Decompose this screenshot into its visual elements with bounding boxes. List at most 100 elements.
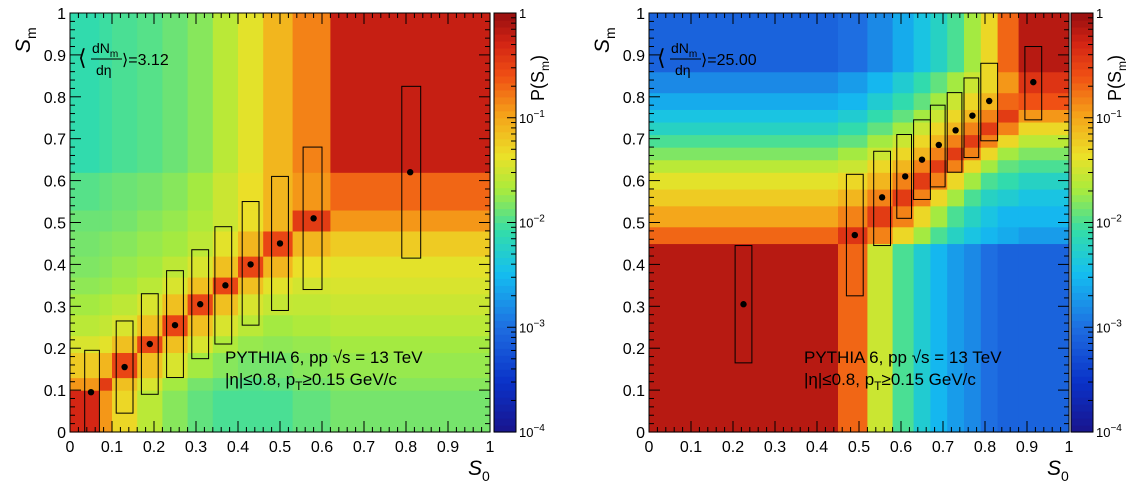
error-box — [896, 134, 912, 219]
x-tick-label: 0.7 — [353, 439, 375, 456]
color-bar-segment — [494, 229, 516, 238]
heatmap-cell — [99, 13, 113, 173]
y-axis-title-sub: m — [602, 27, 618, 39]
heatmap-cell — [947, 71, 965, 94]
multiplicity-numerator-sub: m — [110, 49, 118, 60]
color-bar-segment — [1071, 131, 1093, 140]
heatmap-cell — [649, 121, 839, 136]
panel-1: 0 0.1 0.2 0.3 0.4 0.5 0.6 0.7 0.8 0.9 1 0 0.1 0.2 0.3 0… — [12, 6, 552, 484]
heatmap-cell — [867, 71, 894, 94]
color-bar-segment — [1071, 180, 1093, 189]
x-tick-label: 0.2 — [143, 439, 165, 456]
heatmap-cell — [838, 92, 868, 110]
color-bar-segment — [1071, 75, 1093, 84]
heatmap-cell — [212, 390, 239, 433]
heatmap-cell — [212, 209, 239, 232]
heatmap-cell — [947, 188, 965, 207]
annotation-line-1: PYTHIA 6, pp √s = 13 TeV — [225, 348, 423, 367]
color-bar-segment — [494, 313, 516, 321]
color-bar-tick-exponent: −1 — [533, 109, 545, 120]
heatmap-cell — [964, 172, 982, 190]
heatmap-cell — [913, 172, 931, 190]
heatmap-cell — [649, 226, 839, 245]
color-bar-segment — [494, 341, 516, 349]
panel-2: 0 0.1 0.2 0.3 0.4 0.5 0.6 0.7 0.8 0.9 1 0 0.1 0.2 0.3 0… — [591, 6, 1129, 484]
color-bar-segment — [1071, 334, 1093, 342]
color-bar-segment — [494, 47, 516, 56]
heatmap-cell — [913, 147, 931, 161]
heatmap-cell — [1018, 226, 1070, 245]
heatmap-cell — [964, 147, 982, 161]
color-bar-title-sub: m — [1115, 61, 1129, 71]
color-bar-segment — [494, 159, 516, 168]
color-bar-segment — [1071, 201, 1093, 210]
annotation-line-2-sub: T — [295, 379, 303, 393]
heatmap-cell — [112, 276, 138, 295]
heatmap-cell — [980, 172, 999, 190]
heatmap-cell — [838, 109, 868, 123]
y-axis-title: Sm — [12, 27, 39, 53]
color-bar-segment — [1071, 404, 1093, 412]
color-bar-segment — [1071, 299, 1093, 307]
color-bar-segment — [494, 320, 516, 328]
heatmap-cell — [1018, 92, 1070, 110]
color-bar-segment — [1071, 152, 1093, 161]
heatmap-cell — [137, 256, 163, 278]
color-bar-segment — [494, 110, 516, 119]
color-bar-segment — [494, 271, 516, 279]
heatmap-cell — [964, 71, 982, 94]
heatmap-cell — [947, 243, 965, 433]
color-bar-segment — [494, 327, 516, 335]
color-bar-tick-label: 10−1 — [1096, 109, 1122, 126]
heatmap-cell — [913, 243, 931, 433]
heatmap-cell — [137, 314, 163, 337]
heatmap-cell — [838, 71, 868, 94]
color-bar-segment — [1071, 278, 1093, 286]
color-bar-segment — [1071, 159, 1093, 168]
color-bar-tick-label: 10−3 — [519, 318, 545, 335]
heatmap-cell — [892, 172, 915, 190]
error-box — [140, 293, 159, 395]
heatmap-cell — [892, 109, 915, 123]
heatmap-cell — [867, 205, 894, 228]
error-box — [271, 175, 289, 311]
x-axis-title: S0 — [468, 457, 490, 484]
heatmap-cell — [930, 71, 948, 94]
multiplicity-value: ⟩=3.12 — [122, 52, 169, 69]
y-tick-label: 0.1 — [44, 383, 66, 400]
heatmap-cell — [867, 243, 894, 433]
heatmap-cell — [947, 13, 965, 73]
heatmap-cell — [892, 243, 915, 433]
heatmap-cell — [997, 109, 1020, 123]
heatmap-cell — [930, 134, 948, 148]
color-bar-segment — [1071, 208, 1093, 217]
heatmap-cell — [964, 134, 982, 148]
heatmap-cell — [649, 172, 839, 190]
heatmap-cell — [1018, 13, 1070, 73]
y-tick-label: 0.8 — [44, 90, 66, 107]
heatmap-cell — [330, 13, 491, 173]
annotation-line-1: PYTHIA 6, pp √s = 13 TeV — [804, 348, 1002, 367]
x-axis-title: S0 — [1047, 457, 1069, 484]
heatmap-cell — [913, 92, 931, 110]
data-point — [87, 388, 95, 396]
heatmap-cell — [137, 276, 163, 295]
multiplicity-value: ⟩=25.00 — [701, 52, 757, 69]
heatmap-cell — [70, 209, 100, 232]
color-bar-segment — [1071, 397, 1093, 405]
multiplicity-denominator: dη — [675, 62, 691, 78]
color-bar-tick-exponent: −3 — [1110, 318, 1122, 329]
heatmap-cell — [187, 276, 214, 295]
heatmap-cell — [997, 134, 1020, 148]
heatmap-cell — [187, 256, 214, 278]
color-bar-segment — [1071, 320, 1093, 328]
heatmap-cell — [867, 13, 894, 73]
heatmap-cell — [292, 335, 331, 353]
generator-annotation: PYTHIA 6, pp √s = 13 TeV |η|≤0.8, pT≥0.15… — [225, 348, 423, 393]
heatmap-cell — [70, 293, 100, 316]
color-bar-segment — [494, 54, 516, 63]
color-bar-segment — [1071, 19, 1093, 28]
data-point — [310, 215, 317, 222]
color-bar-segment — [494, 89, 516, 98]
color-bar-segment — [494, 362, 516, 370]
